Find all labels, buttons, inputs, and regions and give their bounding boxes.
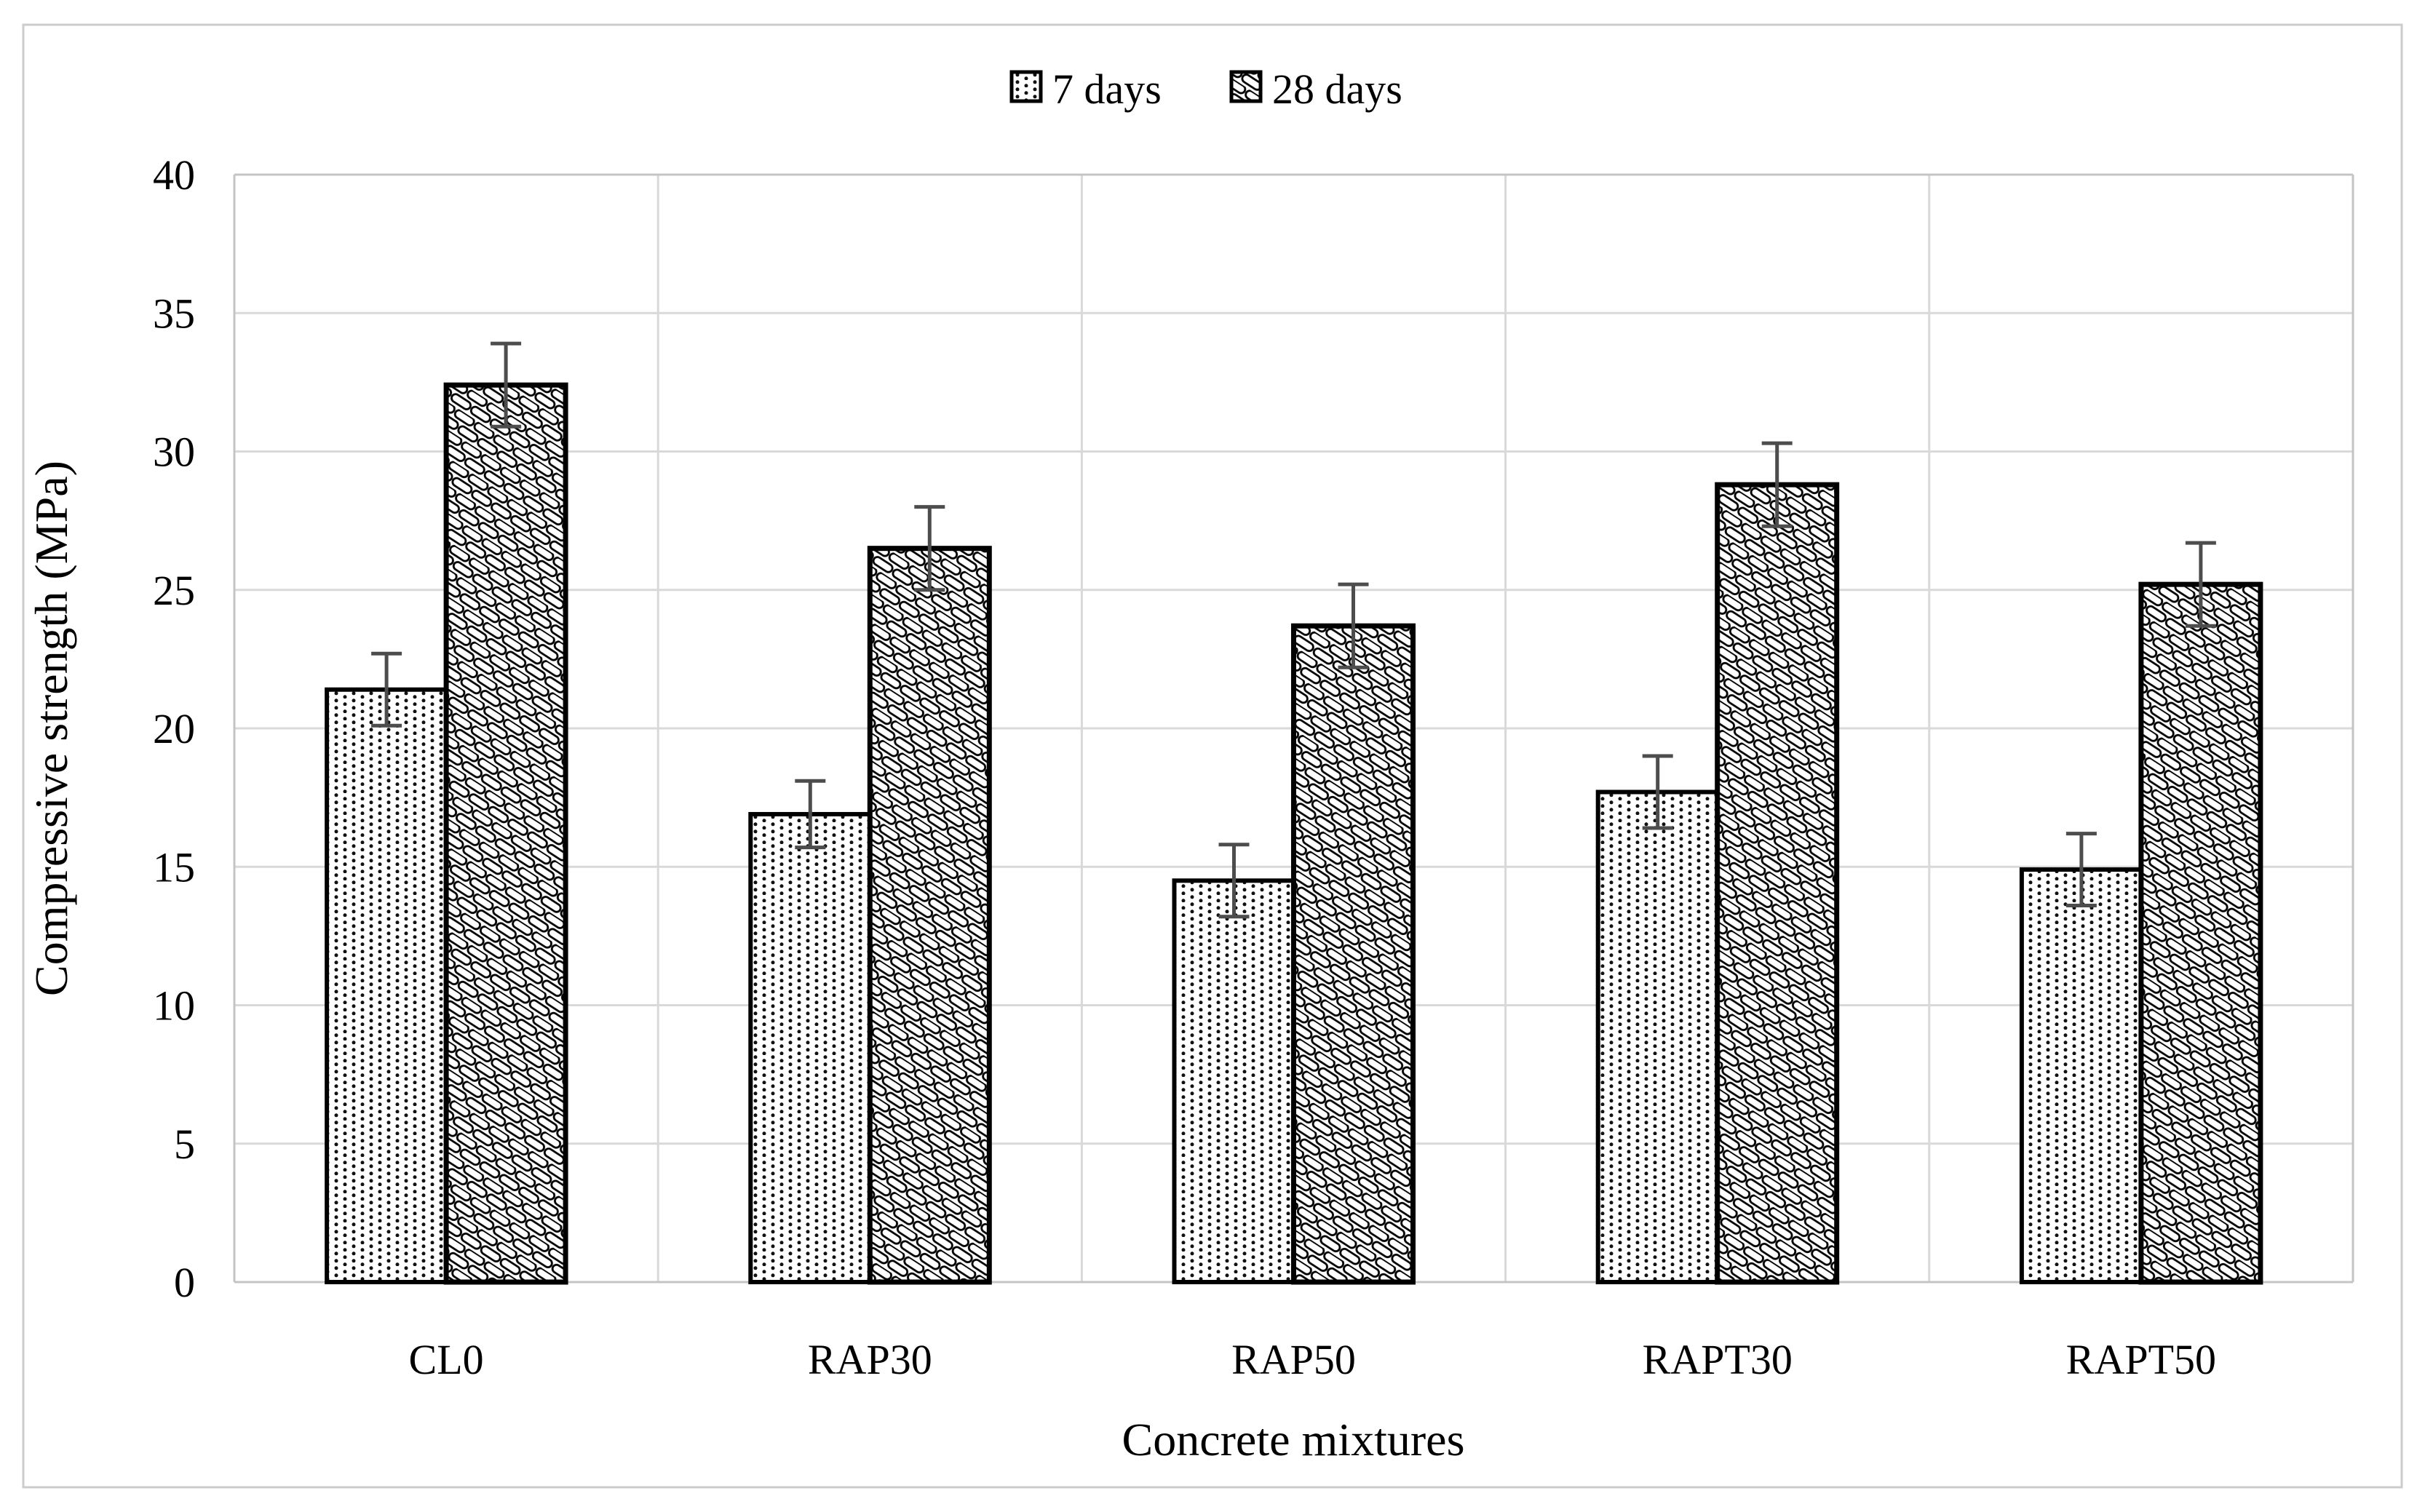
legend: 7 days 28 days: [1009, 65, 1402, 113]
y-tick-label-10: 10: [153, 982, 195, 1030]
bar-28days-RAP30: [867, 546, 992, 1285]
error-bar-28days-RAPT50: [2185, 541, 2216, 628]
legend-label-7days: 7 days: [1052, 65, 1162, 113]
bar-28days-CL0: [443, 382, 568, 1285]
bar-7days-RAP30: [748, 811, 873, 1284]
category-label-RAPT30: RAPT30: [1643, 1336, 1793, 1383]
error-bar-7days-RAPT30: [1642, 754, 1673, 830]
error-bar-7days-CL0: [371, 651, 402, 728]
y-tick-label-35: 35: [153, 290, 195, 337]
y-tick-label-0: 0: [174, 1259, 195, 1306]
bars: [325, 382, 2263, 1285]
legend-label-28days: 28 days: [1272, 65, 1402, 113]
error-bar-28days-CL0: [491, 341, 522, 429]
x-axis-title: Concrete mixtures: [1122, 1414, 1465, 1465]
error-bar-7days-RAP50: [1218, 843, 1250, 919]
category-label-RAP30: RAP30: [808, 1336, 932, 1383]
error-bar-7days-RAPT50: [2065, 832, 2097, 908]
bar-28days-RAPT30: [1715, 482, 1840, 1285]
error-bars: [371, 341, 2216, 919]
category-label-RAP50: RAP50: [1231, 1336, 1356, 1383]
y-axis-tick-labels: 0 5 10 15 20 25 30 35 40: [153, 151, 195, 1306]
y-tick-label-20: 20: [153, 705, 195, 752]
error-bar-28days-RAP30: [914, 505, 945, 592]
category-label-CL0: CL0: [409, 1336, 484, 1383]
bar-28days-RAPT50: [2138, 581, 2263, 1285]
category-label-RAPT50: RAPT50: [2066, 1336, 2216, 1383]
bar-7days-CL0: [325, 687, 449, 1284]
error-bar-28days-RAP50: [1338, 582, 1369, 669]
y-tick-label-25: 25: [153, 567, 195, 614]
bar-7days-RAPT50: [2019, 867, 2143, 1285]
y-axis-title: Compressive strength (MPa): [25, 461, 77, 996]
plot-frame: [233, 173, 2354, 1284]
error-bar-7days-RAP30: [795, 779, 826, 850]
error-bar-28days-RAPT30: [1761, 441, 1793, 528]
bar-28days-RAP50: [1291, 623, 1416, 1285]
bar-7days-RAP50: [1172, 878, 1296, 1284]
legend-swatch-28days: [1229, 70, 1263, 103]
bar-7days-RAPT30: [1595, 789, 1720, 1284]
y-tick-label-15: 15: [153, 843, 195, 891]
legend-swatch-7days: [1009, 70, 1043, 103]
figure-border: [22, 23, 2403, 1489]
gridlines: [234, 175, 2353, 1282]
y-tick-label-40: 40: [153, 151, 195, 199]
y-tick-label-5: 5: [174, 1121, 195, 1168]
x-axis-category-labels: CL0 RAP30 RAP50 RAPT30 RAPT50: [409, 1336, 2216, 1383]
y-tick-label-30: 30: [153, 429, 195, 476]
